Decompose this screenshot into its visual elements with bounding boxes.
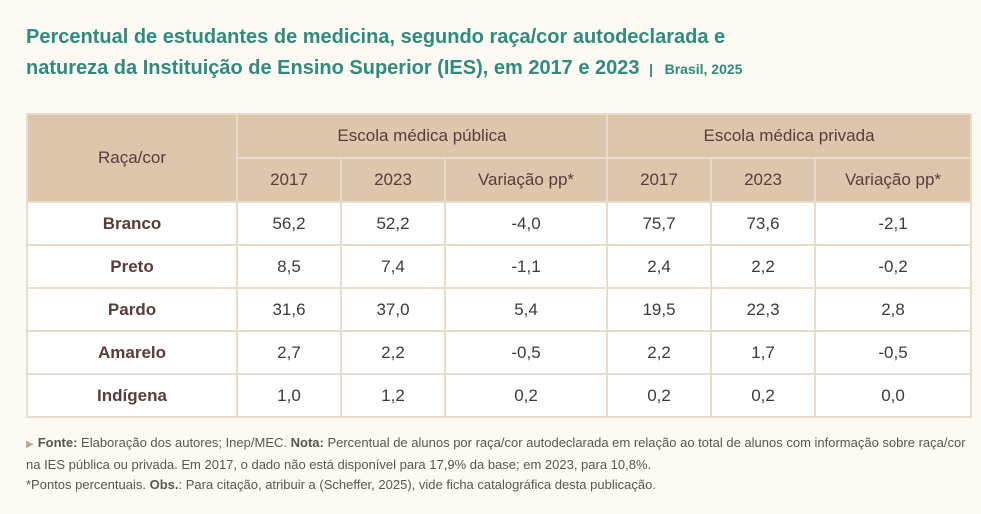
cell-value: 2,2 — [340, 330, 446, 375]
title-place-year: Brasil, 2025 — [664, 61, 743, 77]
header-public-school: Escola médica pública — [235, 113, 609, 159]
cell-value: 31,6 — [236, 287, 342, 332]
cell-value: 2,4 — [606, 244, 713, 289]
row-label: Branco — [26, 201, 238, 246]
cell-value: 52,2 — [340, 201, 446, 246]
figure-title: Percentual de estudantes de medicina, se… — [26, 22, 956, 85]
cell-value: 0,2 — [710, 373, 817, 418]
header-private-variation: Variação pp* — [814, 157, 973, 203]
row-label: Pardo — [26, 287, 238, 332]
header-private-2017: 2017 — [606, 157, 713, 203]
row-label: Amarelo — [26, 330, 238, 375]
cell-value: -4,0 — [443, 201, 609, 246]
cell-value: 8,5 — [236, 244, 342, 289]
table-row: Indígena 1,0 1,2 0,2 0,2 0,2 0,0 — [26, 373, 973, 418]
header-public-2023: 2023 — [340, 157, 446, 203]
cell-value: 56,2 — [236, 201, 342, 246]
cell-value: 1,0 — [236, 373, 342, 418]
cell-value: 75,7 — [606, 201, 713, 246]
table-row: Preto 8,5 7,4 -1,1 2,4 2,2 -0,2 — [26, 244, 973, 289]
header-row-years: 2017 2023 Variação pp* 2017 2023 Variaçã… — [27, 157, 973, 203]
header-row-groups: Raça/cor Escola médica pública Escola mé… — [26, 113, 973, 203]
source-text: Elaboração dos autores; Inep/MEC. — [77, 435, 291, 450]
row-label: Preto — [26, 244, 238, 289]
cell-value: 22,3 — [710, 287, 817, 332]
cell-value: -0,2 — [814, 244, 973, 289]
note-text: Percentual de alunos por raça/cor autode… — [26, 435, 966, 472]
row-label: Indígena — [26, 373, 238, 418]
cell-value: 7,4 — [340, 244, 446, 289]
header-race: Raça/cor — [26, 113, 238, 203]
obs-label: Obs. — [149, 477, 179, 492]
triangle-icon: ▶ — [26, 439, 34, 450]
source-label: Fonte: — [37, 435, 78, 450]
note-label: Nota: — [290, 435, 324, 450]
header-private-2023: 2023 — [710, 157, 817, 203]
cell-value: 1,2 — [340, 373, 446, 418]
table-row: Branco 56,2 52,2 -4,0 75,7 73,6 -2,1 — [26, 201, 973, 246]
title-line-2-text: natureza da Instituição de Ensino Superi… — [26, 57, 640, 79]
table-row: Amarelo 2,7 2,2 -0,5 2,2 1,7 -0,5 — [26, 330, 973, 375]
data-table: Raça/cor Escola médica pública Escola mé… — [26, 113, 973, 418]
cell-value: 0,0 — [814, 373, 973, 418]
asterisk-note: *Pontos percentuais. — [26, 477, 150, 492]
cell-value: 2,7 — [236, 330, 342, 375]
cell-value: 73,6 — [710, 201, 817, 246]
obs-text: : Para citação, atribuir a (Scheffer, 20… — [178, 477, 656, 492]
cell-value: 37,0 — [340, 287, 446, 332]
title-line-1: Percentual de estudantes de medicina, se… — [26, 26, 726, 48]
cell-value: -2,1 — [814, 201, 973, 246]
title-separator: | — [649, 61, 654, 77]
cell-value: 2,2 — [606, 330, 713, 375]
cell-value: 19,5 — [606, 287, 713, 332]
cell-value: 5,4 — [443, 287, 609, 332]
footnote: ▶ Fonte: Elaboração dos autores; Inep/MEC… — [26, 433, 971, 495]
header-private-school: Escola médica privada — [606, 113, 973, 159]
header-public-2017: 2017 — [236, 157, 342, 203]
title-line-2: natureza da Instituição de Ensino Superi… — [26, 53, 956, 85]
cell-value: 1,7 — [710, 330, 817, 375]
cell-value: -0,5 — [814, 330, 973, 375]
cell-value: 2,2 — [710, 244, 817, 289]
table-row: Pardo 31,6 37,0 5,4 19,5 22,3 2,8 — [26, 287, 973, 332]
header-public-variation: Variação pp* — [443, 157, 609, 203]
cell-value: 0,2 — [443, 373, 609, 418]
cell-value: -1,1 — [443, 244, 609, 289]
cell-value: -0,5 — [443, 330, 609, 375]
cell-value: 2,8 — [814, 287, 973, 332]
cell-value: 0,2 — [606, 373, 713, 418]
